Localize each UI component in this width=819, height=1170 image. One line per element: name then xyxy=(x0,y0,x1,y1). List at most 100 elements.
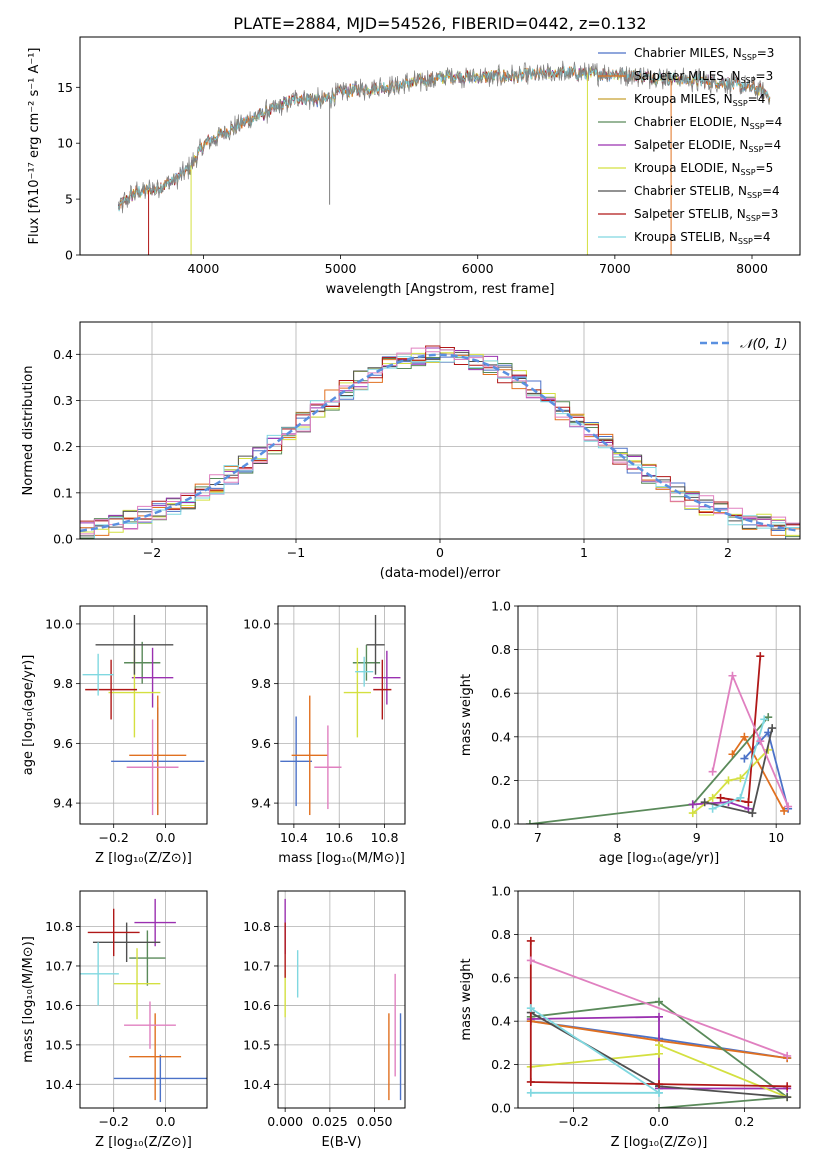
plot-area xyxy=(280,614,401,816)
panel-mass_vs_ebv: 0.000 0.025 0.050 10.4 10.5 10.6 10.7 10.8 E(B-V… xyxy=(243,890,406,1150)
y-tick-label: 0.8 xyxy=(491,927,511,942)
legend-suffix: =4 xyxy=(765,115,783,129)
weight-marker xyxy=(655,1080,663,1089)
legend-sub: SSP xyxy=(746,214,761,223)
weight-marker xyxy=(708,767,717,776)
y-tick-label: 0 xyxy=(65,248,73,263)
y-tick-label: 9.4 xyxy=(53,796,73,811)
weight-marker xyxy=(655,1041,663,1050)
x-tick-label: −0.2 xyxy=(99,830,129,845)
legend-suffix: =4 xyxy=(763,138,781,152)
x-tick-label: 7 xyxy=(534,830,542,845)
x-axis-label: Z [log₁₀(Z/Z⊙)] xyxy=(611,1135,708,1150)
plot-area xyxy=(80,345,800,539)
x-tick-label: 0 xyxy=(436,545,444,560)
x-axis-label: mass [log₁₀(M/M⊙)] xyxy=(278,851,405,866)
legend-name: Salpeter STELIB, N xyxy=(634,207,746,221)
weight-marker xyxy=(688,800,697,809)
x-tick-label: 9 xyxy=(693,830,701,845)
y-tick-label: 10.5 xyxy=(45,1037,73,1052)
x-axis-label: age [log₁₀(age/yr)] xyxy=(599,851,720,866)
legend-suffix: =3 xyxy=(761,207,779,221)
legend-name: Chabrier ELODIE, N xyxy=(634,115,750,129)
y-tick-label: 9.6 xyxy=(251,736,271,751)
weight-marker xyxy=(526,1077,535,1086)
legend-sub: SSP xyxy=(733,99,748,108)
legend-suffix: =3 xyxy=(756,69,774,83)
x-axis-label: Z [log₁₀(Z/Z⊙)] xyxy=(95,1135,192,1150)
y-tick-label: 10.4 xyxy=(243,1077,271,1092)
weight-marker xyxy=(748,809,757,818)
legend-name: Chabrier STELIB, N xyxy=(634,184,747,198)
y-tick-label: 0.4 xyxy=(491,1014,511,1029)
panel-spectrum: 4000 5000 6000 7000 8000 0 5 10 15 wavelength [An… xyxy=(27,36,801,297)
x-tick-label: 0.050 xyxy=(357,1114,393,1129)
legend-name: Kroupa ELODIE, N xyxy=(634,161,741,175)
weight-marker xyxy=(708,793,717,802)
x-axis-label: wavelength [Angstrom, rest frame] xyxy=(326,282,555,297)
panel-residual_histogram: −2 −1 0 1 2 0.0 0.1 0.2 0.3 0.4 (data-model)/error… xyxy=(21,321,801,581)
axes-frame xyxy=(277,890,406,1109)
y-tick-label: 10.0 xyxy=(45,616,73,631)
x-tick-label: 4000 xyxy=(188,261,220,276)
x-tick-label: 8000 xyxy=(736,261,768,276)
weight-marker xyxy=(526,936,535,945)
legend-label: Kroupa ELODIE, NSSP=5 xyxy=(634,161,773,177)
y-tick-label: 15 xyxy=(57,80,73,95)
y-tick-label: 0.0 xyxy=(491,1101,511,1116)
legend-sub: SSP xyxy=(738,237,753,246)
figure-title: PLATE=2884, MJD=54526, FIBERID=0442, z=0… xyxy=(233,14,646,33)
y-tick-label: 0.2 xyxy=(491,1057,511,1072)
legend-suffix: =4 xyxy=(748,92,766,106)
weight-marker xyxy=(708,804,717,813)
legend-label: Kroupa STELIB, NSSP=4 xyxy=(634,230,771,246)
legend-label: Salpeter MILES, NSSP=3 xyxy=(634,69,773,85)
y-tick-label: 9.6 xyxy=(53,736,73,751)
x-tick-label: −1 xyxy=(287,545,305,560)
x-axis-label: E(B-V) xyxy=(321,1135,361,1150)
legend-name: Kroupa MILES, N xyxy=(634,92,733,106)
axes-frame xyxy=(79,36,801,256)
weight-marker xyxy=(783,1051,792,1060)
y-tick-label: 0.0 xyxy=(491,817,511,832)
legend-suffix: =5 xyxy=(756,161,774,175)
weight-marker xyxy=(783,1082,792,1091)
plot-area xyxy=(117,60,771,255)
legend-suffix: =4 xyxy=(762,184,780,198)
y-tick-label: 10.8 xyxy=(243,919,271,934)
y-tick-label: 0.3 xyxy=(53,393,73,408)
y-axis-label: mass [log₁₀(M/M⊙)] xyxy=(21,936,36,1063)
x-tick-label: 0.0 xyxy=(156,830,176,845)
y-axis-label: Normed distribution xyxy=(21,366,36,496)
weight-line xyxy=(530,1043,788,1099)
legend-name: Kroupa STELIB, N xyxy=(634,230,738,244)
plot-area xyxy=(525,652,793,824)
weight-marker xyxy=(525,820,534,824)
histogram-step xyxy=(80,356,800,539)
axes-frame xyxy=(517,605,801,825)
x-tick-label: 10.6 xyxy=(325,830,353,845)
y-tick-label: 0.4 xyxy=(491,729,511,744)
weight-marker xyxy=(736,793,745,802)
legend-sub: SSP xyxy=(748,145,763,154)
weight-marker xyxy=(768,724,777,733)
x-tick-label: −2 xyxy=(143,545,161,560)
x-tick-label: 0.025 xyxy=(312,1114,348,1129)
weight-marker xyxy=(655,1104,663,1108)
legend-label: Salpeter ELODIE, NSSP=4 xyxy=(634,138,781,154)
weight-marker xyxy=(756,652,765,661)
y-tick-label: 1.0 xyxy=(491,599,511,614)
x-tick-label: 6000 xyxy=(462,261,494,276)
y-tick-label: 0.4 xyxy=(53,347,73,362)
y-tick-label: 10 xyxy=(57,136,73,151)
legend-sub: SSP xyxy=(750,122,765,131)
weight-line xyxy=(530,1000,790,1108)
y-tick-label: 0.6 xyxy=(491,686,511,701)
weight-marker xyxy=(760,715,769,724)
y-tick-label: 5 xyxy=(65,192,73,207)
x-axis-label: Z [log₁₀(Z/Z⊙)] xyxy=(95,851,192,866)
y-axis-label: age [log₁₀(age/yr)] xyxy=(21,655,36,776)
legend-sub: SSP xyxy=(741,76,756,85)
